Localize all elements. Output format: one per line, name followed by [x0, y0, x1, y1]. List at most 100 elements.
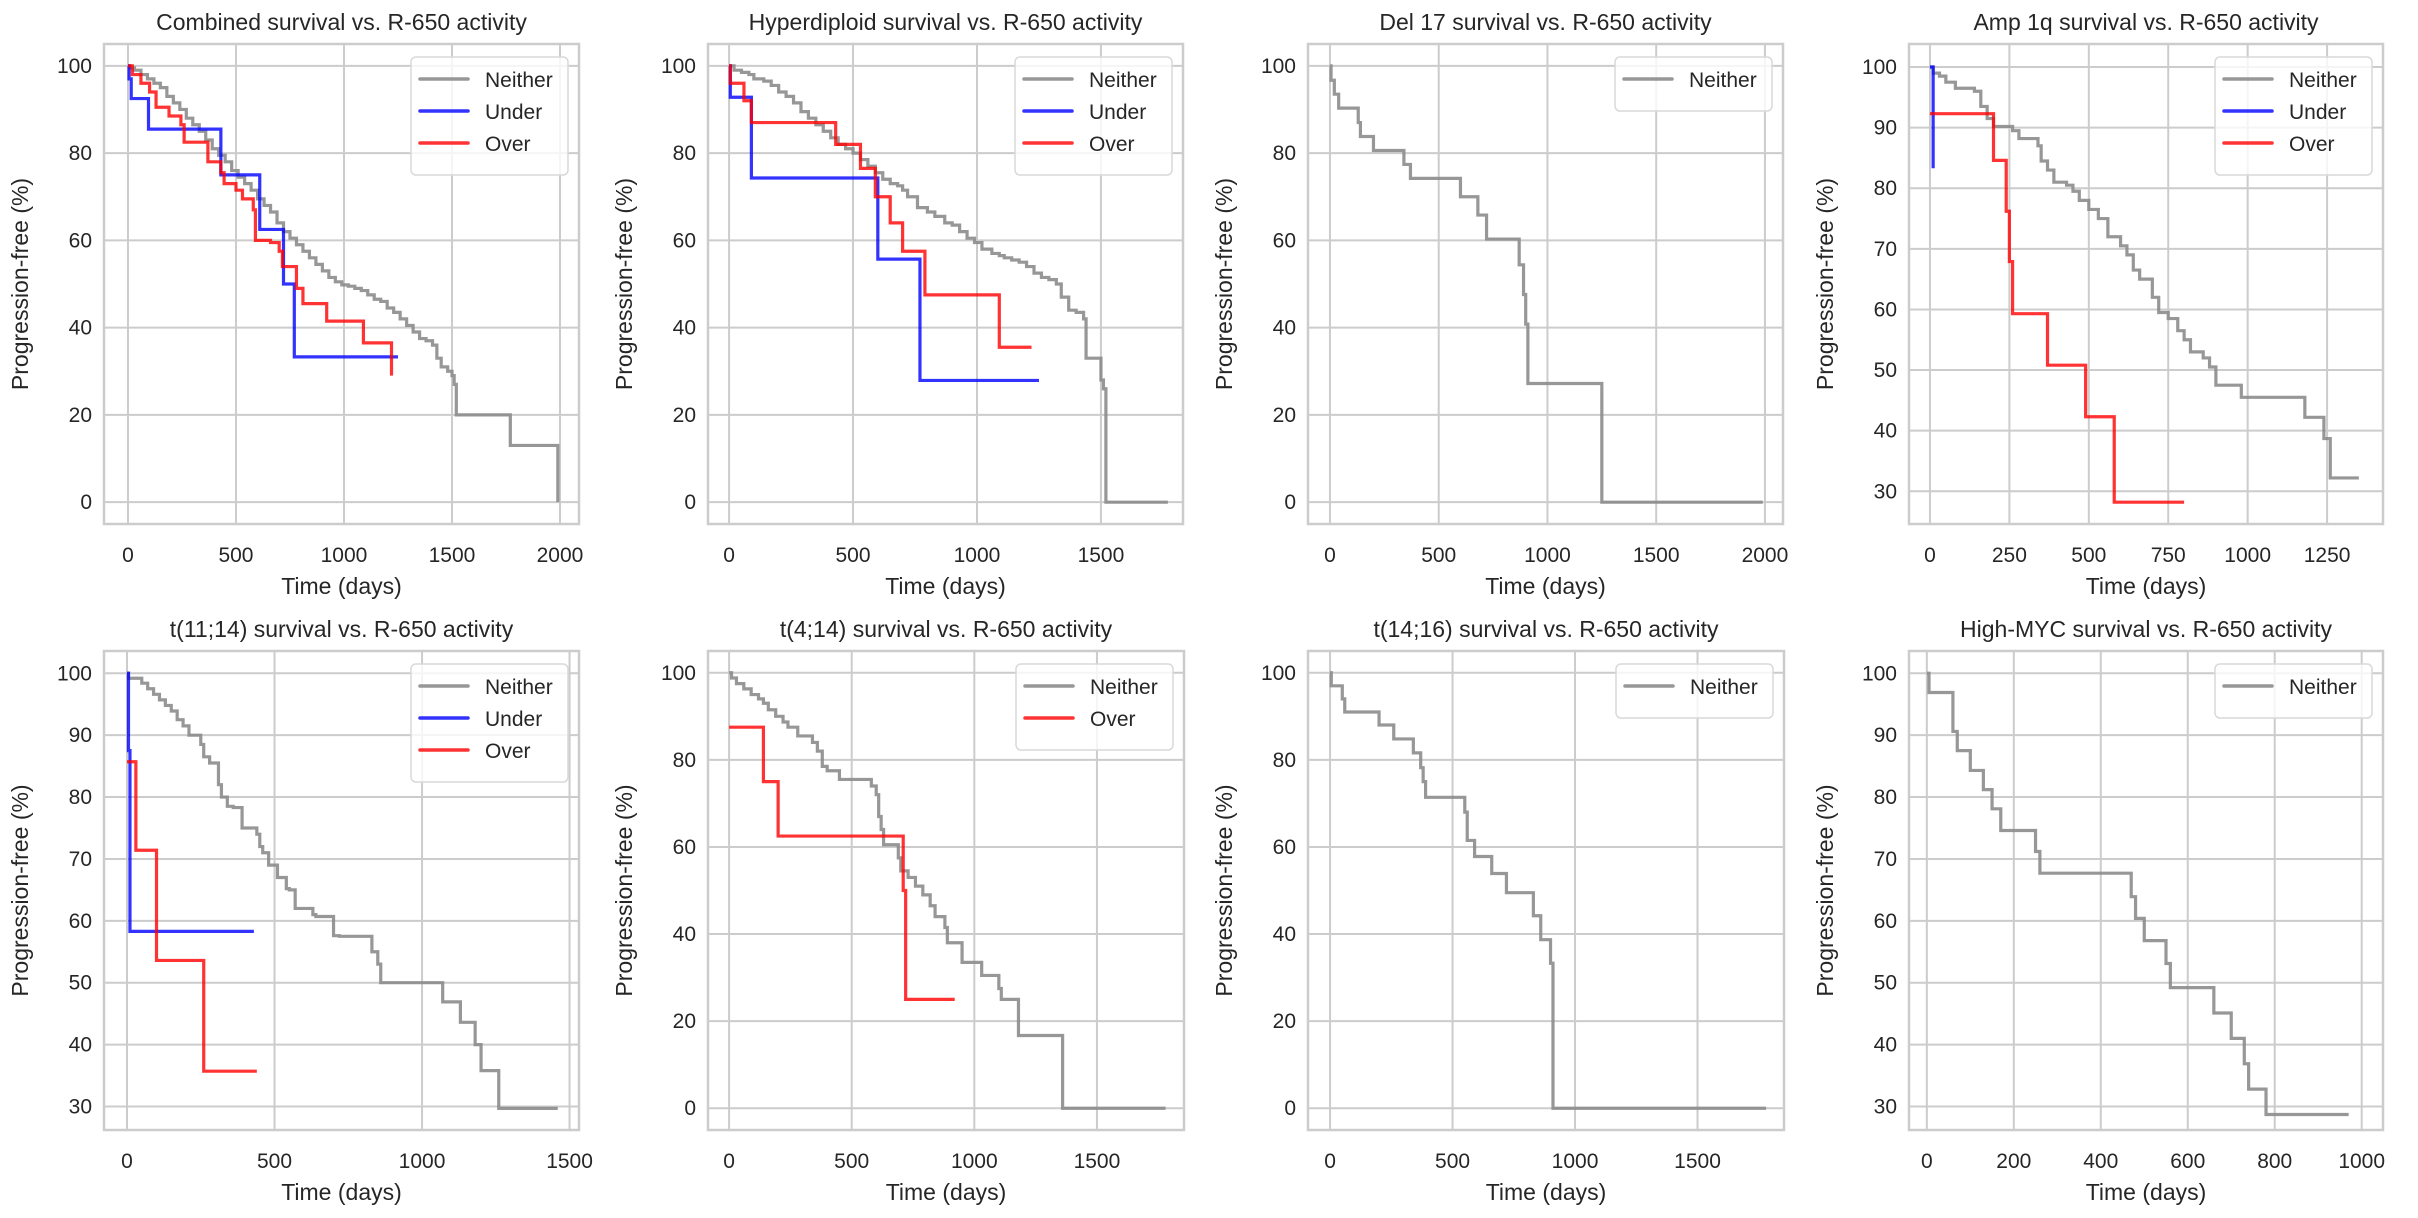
y-tick-label: 100 [1261, 55, 1296, 78]
y-tick-label: 90 [1874, 724, 1897, 747]
legend-label-under: Under [485, 708, 542, 731]
x-tick-label: 0 [122, 544, 134, 567]
chart-title: Hyperdiploid survival vs. R-650 activity [749, 9, 1143, 35]
y-tick-label: 100 [1862, 662, 1897, 685]
y-tick-label: 0 [1284, 1097, 1296, 1120]
series-line-neither [729, 64, 1168, 504]
x-tick-label: 500 [2071, 544, 2106, 567]
series-line-under [1929, 65, 1935, 169]
legend-label-under: Under [485, 101, 542, 124]
series-line-under [127, 64, 398, 359]
x-tick-label: 0 [1324, 1150, 1336, 1173]
panel-4: 0 250 500 750 1000 1250 30 40 50 60 70 80 90 100 Amp 1… [1812, 9, 2385, 599]
x-tick-label: 0 [723, 1150, 735, 1173]
chart-title: Combined survival vs. R-650 activity [156, 9, 527, 35]
x-tick-label: 0 [1324, 544, 1336, 567]
axes-frame [1907, 649, 2385, 1132]
panel-8: 0 200 400 600 800 1000 30 40 50 60 70 80 90 100 High-M… [1812, 616, 2385, 1205]
legend: Neither Under Over [1014, 56, 1173, 176]
y-tick-label: 40 [69, 317, 92, 340]
y-tick-label: 20 [673, 1010, 696, 1033]
legend: Neither [1614, 56, 1773, 112]
y-tick-label: 100 [1261, 662, 1296, 685]
legend: Neither [1615, 663, 1774, 719]
x-tick-label: 1500 [429, 544, 476, 567]
x-tick-label: 1000 [1552, 1150, 1599, 1173]
chart-title: t(4;14) survival vs. R-650 activity [780, 616, 1113, 642]
x-tick-label: 2000 [537, 544, 584, 567]
series-line-over [728, 64, 1032, 349]
x-tick-label: 800 [2257, 1150, 2292, 1173]
y-tick-label: 60 [1273, 229, 1296, 252]
y-tick-label: 30 [1874, 480, 1897, 503]
y-tick-label: 70 [69, 848, 92, 871]
legend-box [2214, 56, 2373, 176]
x-tick-label: 750 [2151, 544, 2186, 567]
x-tick-label: 1000 [951, 1150, 998, 1173]
x-tick-label: 400 [2083, 1150, 2118, 1173]
legend-label-over: Over [1089, 133, 1135, 156]
legend: Neither Under Over [2214, 56, 2373, 176]
x-axis-label: Time (days) [2086, 1179, 2207, 1205]
panel-5: 0 500 1000 1500 30 40 50 60 70 80 90 100 t(11;14) su… [7, 616, 593, 1205]
x-axis-label: Time (days) [2086, 573, 2207, 599]
chart-title: t(11;14) survival vs. R-650 activity [170, 616, 514, 642]
x-axis-label: Time (days) [1485, 573, 1606, 599]
legend-label-under: Under [1089, 101, 1146, 124]
series-line-neither [1329, 671, 1767, 1110]
x-tick-label: 0 [1921, 1150, 1933, 1173]
axes-frame [1306, 42, 1785, 526]
panel-6: 0 500 1000 1500 0 20 40 60 80 100 t(4;14) survival… [611, 616, 1186, 1205]
y-tick-label: 20 [1273, 1010, 1296, 1033]
y-tick-label: 100 [57, 55, 92, 78]
legend: Neither Under Over [410, 56, 569, 176]
y-tick-label: 60 [1874, 910, 1897, 933]
series-line-over [1929, 112, 2185, 504]
x-tick-label: 1500 [1078, 544, 1125, 567]
x-tick-label: 500 [834, 1150, 869, 1173]
x-tick-label: 2000 [1742, 544, 1789, 567]
series-line-neither [1929, 65, 2359, 480]
legend-label-neither: Neither [485, 69, 553, 92]
y-tick-label: 50 [1874, 359, 1897, 382]
chart-title: Del 17 survival vs. R-650 activity [1379, 9, 1712, 35]
x-tick-label: 0 [723, 544, 735, 567]
panel-2: 0 500 1000 1500 0 20 40 60 80 100 Hyperdiploid sur… [611, 9, 1185, 599]
y-tick-label: 90 [69, 724, 92, 747]
y-tick-label: 20 [69, 404, 92, 427]
y-axis-label: Progression-free (%) [1211, 784, 1237, 996]
y-tick-label: 100 [57, 662, 92, 685]
axes-frame [1306, 649, 1786, 1132]
series-line-under [728, 64, 1039, 383]
x-tick-label: 1250 [2304, 544, 2351, 567]
y-axis-label: Progression-free (%) [611, 178, 637, 390]
x-axis-label: Time (days) [281, 1179, 402, 1205]
y-tick-label: 80 [1273, 749, 1296, 772]
y-tick-label: 60 [673, 229, 696, 252]
y-tick-label: 40 [69, 1034, 92, 1057]
x-tick-label: 1500 [1633, 544, 1680, 567]
y-tick-label: 100 [1862, 56, 1897, 79]
x-tick-label: 1500 [546, 1150, 593, 1173]
y-tick-label: 60 [1273, 836, 1296, 859]
series-line-over [127, 64, 394, 376]
series-line-neither [127, 64, 560, 503]
legend-box [2214, 663, 2373, 719]
x-tick-label: 1000 [2224, 544, 2271, 567]
y-tick-label: 30 [1874, 1095, 1897, 1118]
y-tick-label: 80 [69, 786, 92, 809]
y-tick-label: 80 [1273, 142, 1296, 165]
legend-label-neither: Neither [2289, 69, 2357, 92]
y-tick-label: 40 [673, 923, 696, 946]
legend-label-neither: Neither [1089, 69, 1157, 92]
chart-title: t(14;16) survival vs. R-650 activity [1373, 616, 1719, 642]
x-tick-label: 0 [121, 1150, 133, 1173]
y-tick-label: 80 [673, 142, 696, 165]
y-tick-label: 40 [673, 317, 696, 340]
y-tick-label: 60 [673, 836, 696, 859]
y-tick-label: 40 [1273, 317, 1296, 340]
y-tick-label: 40 [1874, 1034, 1897, 1057]
legend-label-under: Under [2289, 101, 2346, 124]
x-tick-label: 500 [257, 1150, 292, 1173]
